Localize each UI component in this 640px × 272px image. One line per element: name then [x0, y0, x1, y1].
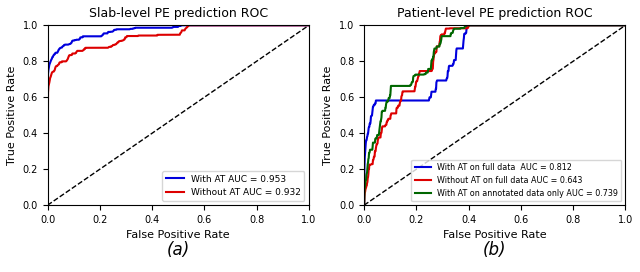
- Title: Slab-level PE prediction ROC: Slab-level PE prediction ROC: [89, 7, 268, 20]
- X-axis label: False Positive Rate: False Positive Rate: [443, 230, 547, 240]
- Title: Patient-level PE prediction ROC: Patient-level PE prediction ROC: [397, 7, 593, 20]
- X-axis label: False Positive Rate: False Positive Rate: [127, 230, 230, 240]
- Y-axis label: True Positive Rate: True Positive Rate: [323, 66, 333, 165]
- Legend: With AT AUC = 0.953, Without AT AUC = 0.932: With AT AUC = 0.953, Without AT AUC = 0.…: [162, 171, 305, 201]
- Text: (b): (b): [483, 241, 506, 259]
- Y-axis label: True Positive Rate: True Positive Rate: [7, 66, 17, 165]
- Text: (a): (a): [166, 241, 190, 259]
- Legend: With AT on full data  AUC = 0.812, Without AT on full data AUC = 0.643, With AT : With AT on full data AUC = 0.812, Withou…: [412, 160, 621, 201]
